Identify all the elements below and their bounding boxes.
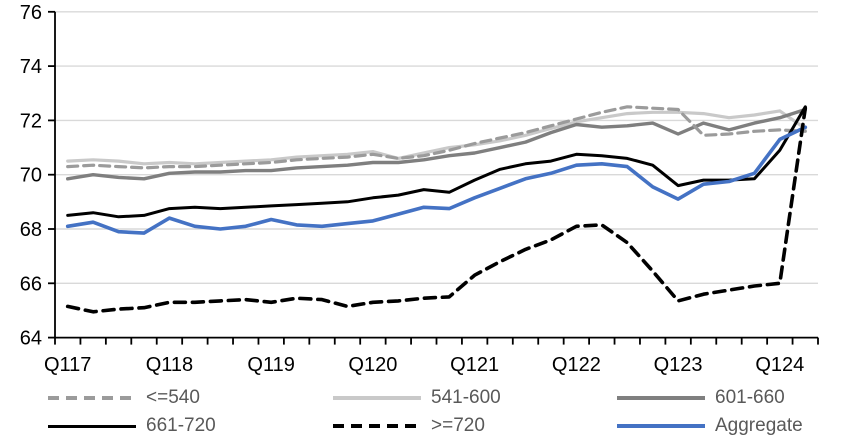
series-line-aggregate — [65, 125, 808, 235]
x-axis-label: Q122 — [552, 354, 601, 376]
y-axis-label: 64 — [20, 328, 42, 350]
legend-item: 541-600 — [333, 386, 501, 410]
x-axis-label: Q119 — [247, 354, 294, 376]
series-line-601-660 — [65, 107, 807, 181]
legend-label: >=720 — [431, 415, 485, 436]
legend-item: <=540 — [48, 386, 200, 410]
legend-label: Aggregate — [715, 415, 803, 436]
plot-area: 64 66 68 70 72 74 76 Q117 Q118 Q119 Q120 Q121 Q122 Q1… — [20, 2, 819, 376]
x-axis-label: Q124 — [755, 354, 804, 376]
legend-swatch — [617, 424, 705, 428]
legend-label: 541-600 — [431, 387, 501, 408]
x-axis-label: Q120 — [348, 354, 397, 376]
x-axis-label: Q117 — [44, 354, 91, 376]
x-axis-label: Q123 — [654, 354, 703, 376]
legend-swatch — [48, 424, 136, 428]
legend-swatch — [333, 396, 421, 400]
y-axis-label: 70 — [20, 165, 42, 187]
y-axis-label: 66 — [20, 273, 42, 295]
series-line-541-600 — [66, 109, 807, 166]
y-axis-label: 76 — [20, 2, 42, 24]
legend-label: 661-720 — [146, 415, 216, 436]
x-axis-label: Q118 — [146, 354, 193, 376]
x-axis-label: Q121 — [450, 354, 499, 376]
series-line--540 — [66, 105, 807, 170]
legend-swatch — [617, 396, 705, 400]
legend-swatch — [333, 424, 421, 428]
series-line-661-720 — [66, 105, 807, 219]
legend-item: 661-720 — [48, 414, 216, 438]
y-axis-label: 68 — [20, 219, 42, 241]
series-line--720 — [65, 106, 808, 314]
legend-item: 601-660 — [617, 386, 785, 410]
legend-label: 601-660 — [715, 387, 785, 408]
legend-item: >=720 — [333, 414, 485, 438]
legend-label: <=540 — [146, 387, 200, 408]
legend-item: Aggregate — [617, 414, 803, 438]
legend-swatch — [48, 396, 136, 400]
y-axis-label: 74 — [20, 56, 42, 78]
y-axis-label: 72 — [20, 110, 42, 132]
